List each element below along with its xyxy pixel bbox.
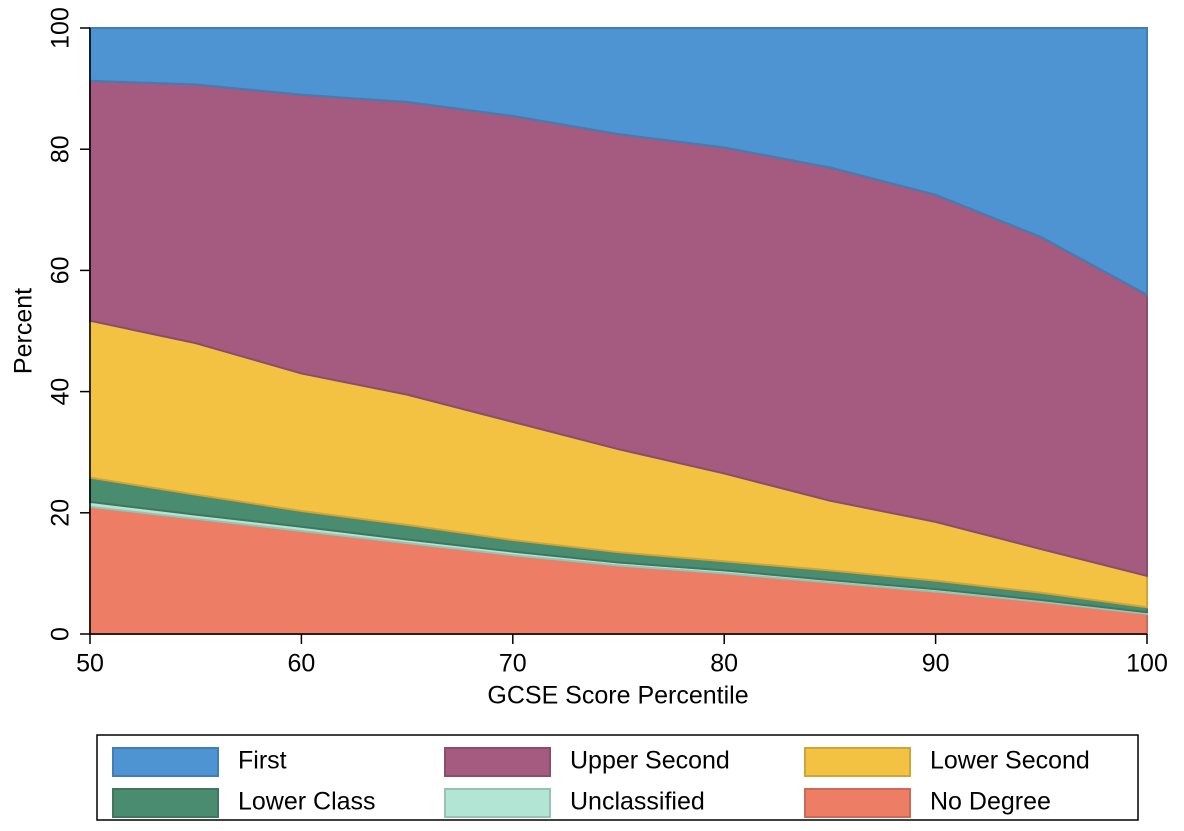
legend-box xyxy=(96,734,1139,821)
y-tick-label: 40 xyxy=(47,378,75,406)
legend-label: Unclassified xyxy=(570,788,705,816)
legend-label: First xyxy=(238,747,287,775)
legend-label: Upper Second xyxy=(570,747,730,775)
x-tick-label: 50 xyxy=(76,650,104,678)
legend-swatch xyxy=(112,747,219,777)
y-tick-label: 100 xyxy=(47,7,75,49)
x-tick-label: 100 xyxy=(1126,650,1168,678)
legend-swatch xyxy=(804,788,911,818)
y-tick-label: 60 xyxy=(47,256,75,284)
legend-swatch xyxy=(444,788,551,818)
legend-label: Lower Second xyxy=(930,747,1090,775)
legend-label: No Degree xyxy=(930,788,1051,816)
x-tick-label: 80 xyxy=(710,650,738,678)
x-tick-label: 90 xyxy=(922,650,950,678)
y-tick-label: 0 xyxy=(47,627,75,641)
x-tick-label: 70 xyxy=(499,650,527,678)
x-tick-label: 60 xyxy=(287,650,315,678)
y-tick-label: 20 xyxy=(47,499,75,527)
y-axis-title: Percent xyxy=(10,288,38,374)
legend-label: Lower Class xyxy=(238,788,376,816)
y-tick-label: 80 xyxy=(47,135,75,163)
x-axis-title: GCSE Score Percentile xyxy=(487,682,748,710)
legend-swatch xyxy=(444,747,551,777)
legend-swatch xyxy=(804,747,911,777)
legend-swatch xyxy=(112,788,219,818)
area xyxy=(89,27,1148,297)
